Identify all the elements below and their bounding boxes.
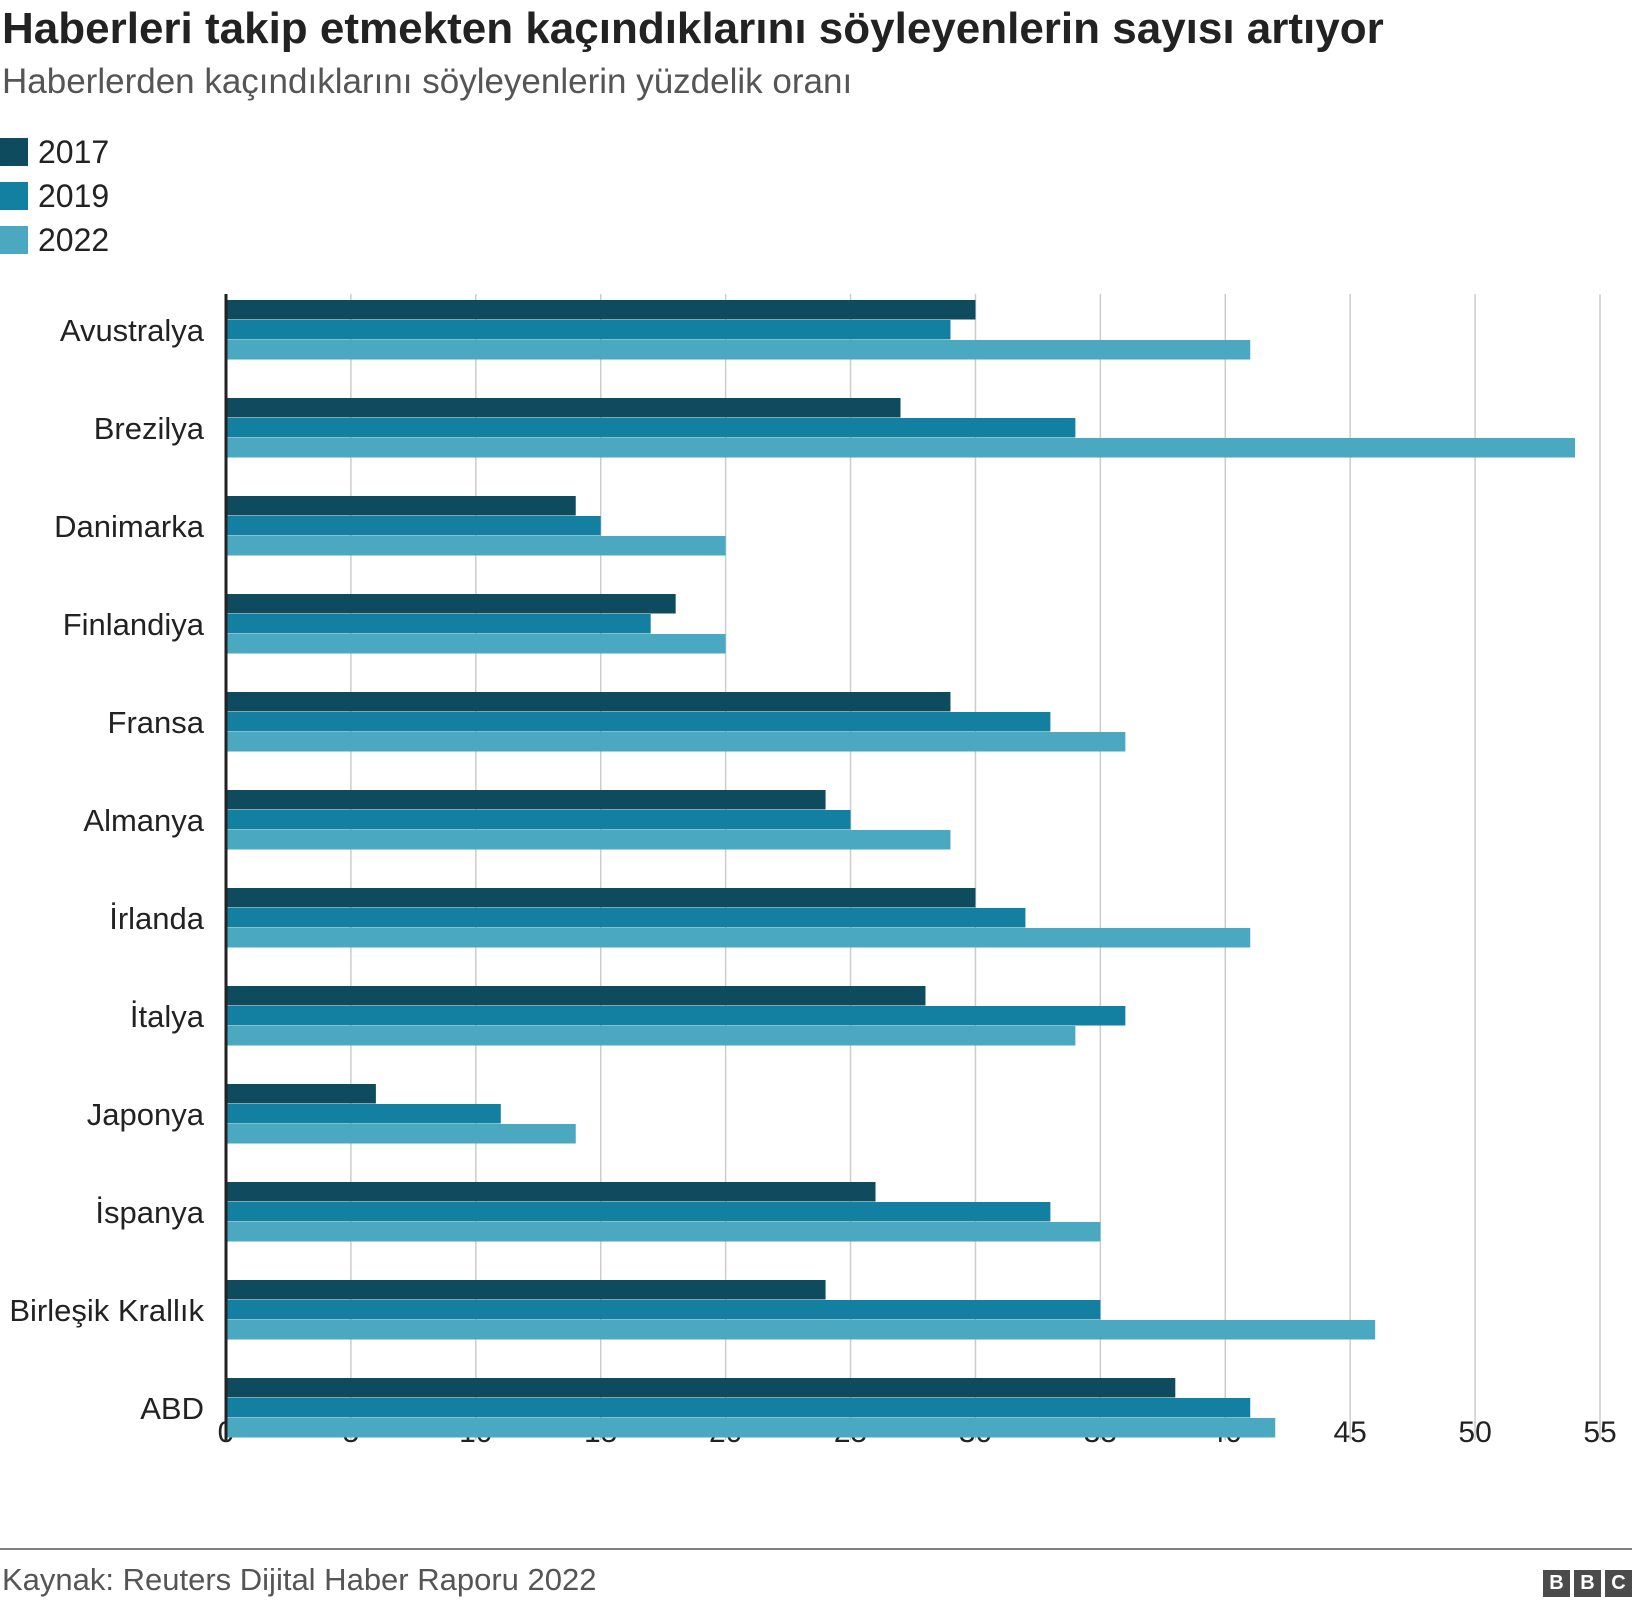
bar (226, 1182, 876, 1202)
bar (226, 438, 1576, 458)
bar (226, 340, 1251, 360)
y-category-label: İtalya (130, 999, 205, 1034)
bar-chart: 0510152025303540455055AvustralyaBrezilya… (9, 294, 1617, 1449)
bar (226, 1124, 576, 1144)
bar (226, 496, 576, 516)
bar (226, 986, 926, 1006)
chart-subtitle: Haberlerden kaçındıklarını söyleyenlerin… (2, 62, 853, 101)
legend-label-2019: 2019 (38, 178, 110, 214)
legend-label-2022: 2022 (38, 222, 110, 258)
source-note: Kaynak: Reuters Dijital Haber Raporu 202… (2, 1562, 597, 1597)
bar (226, 692, 951, 712)
y-category-label: Japonya (87, 1097, 205, 1132)
bar (226, 320, 951, 340)
bar (226, 1084, 376, 1104)
bar (226, 1104, 501, 1124)
bar (226, 1418, 1276, 1438)
y-category-label: İspanya (95, 1195, 204, 1230)
bar (226, 634, 726, 654)
legend-swatch-2019 (0, 182, 28, 210)
bar (226, 810, 851, 830)
bar (226, 928, 1251, 948)
bar (226, 300, 976, 320)
x-tick-label: 50 (1458, 1416, 1491, 1449)
bbc-logo-letter: B (1543, 1570, 1570, 1597)
bar (226, 712, 1051, 732)
bar (226, 594, 676, 614)
bbc-logo-letter: B (1574, 1570, 1601, 1597)
y-category-label: İrlanda (109, 901, 205, 936)
bbc-logo-letter: C (1605, 1570, 1632, 1597)
bar (226, 790, 826, 810)
bar (226, 1320, 1376, 1340)
bbc-logo: B B C (1543, 1570, 1632, 1597)
bar (226, 516, 601, 536)
y-category-label: Almanya (83, 803, 204, 838)
bar (226, 1202, 1051, 1222)
bar (226, 908, 1026, 928)
y-category-label: Brezilya (94, 411, 205, 446)
bar (226, 1280, 826, 1300)
x-tick-label: 55 (1583, 1416, 1616, 1449)
legend-label-2017: 2017 (38, 134, 110, 170)
bar (226, 1378, 1176, 1398)
x-tick-label: 45 (1333, 1416, 1366, 1449)
bar (226, 418, 1076, 438)
bar (226, 888, 976, 908)
legend-swatch-2017 (0, 138, 28, 166)
bar (226, 536, 726, 556)
bar (226, 614, 651, 634)
bar (226, 1006, 1126, 1026)
bar (226, 1300, 1101, 1320)
y-category-label: ABD (140, 1391, 204, 1426)
bar (226, 830, 951, 850)
y-category-label: Birleşik Krallık (9, 1293, 204, 1328)
bar (226, 732, 1126, 752)
bar (226, 1398, 1251, 1418)
bar (226, 398, 901, 418)
legend-swatch-2022 (0, 226, 28, 254)
chart-title: Haberleri takip etmekten kaçındıklarını … (2, 4, 1384, 53)
y-category-label: Danimarka (54, 509, 205, 544)
y-category-label: Fransa (108, 705, 205, 740)
y-category-label: Avustralya (60, 313, 205, 348)
bar (226, 1026, 1076, 1046)
y-category-label: Finlandiya (63, 607, 205, 642)
footer-divider (0, 1548, 1632, 1550)
bar (226, 1222, 1101, 1242)
